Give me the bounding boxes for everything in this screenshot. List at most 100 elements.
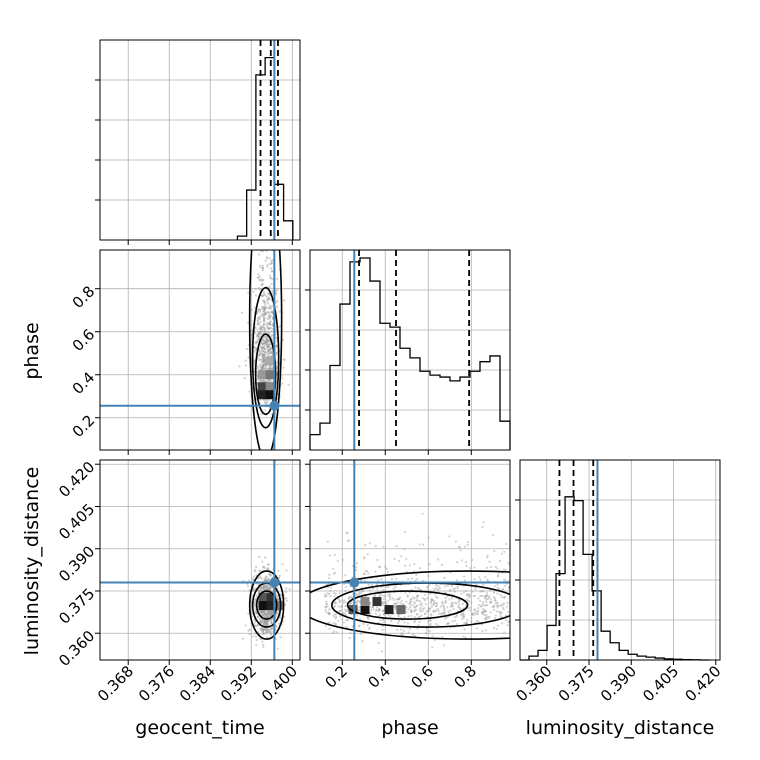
scatter-luminosity-distance-vs-phase-sample-point <box>493 599 496 602</box>
scatter-luminosity-distance-vs-phase-sample-point <box>489 600 492 603</box>
scatter-phase-vs-geocent-time-sample-point <box>287 383 290 386</box>
scatter-luminosity-distance-vs-phase-sample-point <box>365 570 369 573</box>
scatter-phase-vs-geocent-time-sample-point <box>258 288 261 291</box>
scatter-luminosity-distance-vs-phase-sample-point <box>326 602 329 605</box>
scatter-phase-vs-geocent-time-sample-point <box>262 359 265 363</box>
scatter-luminosity-distance-vs-phase-sample-point <box>334 601 338 604</box>
scatter-luminosity-distance-vs-phase-sample-point <box>436 602 439 605</box>
scatter-luminosity-distance-vs-phase-truth-marker <box>349 577 360 588</box>
scatter-luminosity-distance-vs-geocent-time-sample-point <box>263 620 267 623</box>
scatter-luminosity-distance-vs-phase-sample-point <box>420 602 423 605</box>
scatter-luminosity-distance-vs-phase-sample-point <box>441 612 445 615</box>
scatter-luminosity-distance-vs-phase-sample-point <box>473 594 477 597</box>
scatter-phase-vs-geocent-time-sample-point <box>265 295 268 298</box>
scatter-luminosity-distance-vs-phase-sample-point <box>333 601 337 604</box>
scatter-phase-vs-geocent-time-sample-point <box>264 342 267 345</box>
scatter-luminosity-distance-vs-phase-sample-point <box>458 607 462 610</box>
scatter-luminosity-distance-vs-phase-sample-point <box>451 602 454 605</box>
scatter-luminosity-distance-vs-phase-sample-point <box>466 599 469 602</box>
scatter-luminosity-distance-vs-phase-sample-point <box>457 598 461 601</box>
scatter-phase-vs-geocent-time-sample-point <box>256 357 259 360</box>
scatter-luminosity-distance-vs-phase-sample-point <box>324 605 327 609</box>
scatter-phase-vs-geocent-time-points <box>238 250 290 450</box>
scatter-luminosity-distance-vs-geocent-time-sample-point <box>265 616 268 619</box>
scatter-luminosity-distance-vs-phase-sample-point <box>395 602 398 606</box>
scatter-luminosity-distance-vs-geocent-time-sample-point <box>253 600 256 603</box>
scatter-luminosity-distance-vs-phase-sample-point <box>332 622 335 625</box>
scatter-luminosity-distance-vs-phase-sample-point <box>497 574 500 577</box>
scatter-luminosity-distance-vs-phase-sample-point <box>424 603 428 606</box>
scatter-luminosity-distance-vs-phase-sample-point <box>494 602 498 605</box>
scatter-luminosity-distance-vs-phase-sample-point <box>493 584 497 588</box>
scatter-phase-vs-geocent-time-sample-point <box>257 322 261 325</box>
scatter-phase-vs-geocent-time-sample-point <box>266 341 269 345</box>
scatter-luminosity-distance-vs-phase-sample-point <box>382 620 386 624</box>
scatter-phase-vs-geocent-time-sample-point <box>263 367 267 370</box>
scatter-luminosity-distance-vs-phase-sample-point <box>386 599 389 602</box>
scatter-luminosity-distance-vs-phase-sample-point <box>478 599 482 602</box>
scatter-luminosity-distance-vs-phase-sample-point <box>399 628 403 631</box>
scatter-luminosity-distance-vs-phase-sample-point <box>426 610 429 613</box>
scatter-luminosity-distance-vs-phase-sample-point <box>506 610 510 614</box>
scatter-phase-vs-geocent-time-sample-point <box>266 345 269 348</box>
scatter-luminosity-distance-vs-phase-sample-point <box>334 571 337 574</box>
scatter-luminosity-distance-vs-phase-sample-point <box>429 602 432 605</box>
scatter-luminosity-distance-vs-phase-sample-point <box>503 631 506 634</box>
scatter-phase-vs-geocent-time-sample-point <box>257 334 260 337</box>
scatter-phase-vs-geocent-time-sample-point <box>268 262 272 265</box>
scatter-phase-vs-geocent-time-sample-point <box>270 310 273 313</box>
scatter-luminosity-distance-vs-geocent-time-sample-point <box>267 620 270 623</box>
scatter-luminosity-distance-vs-geocent-time-sample-point <box>265 615 268 618</box>
scatter-luminosity-distance-vs-geocent-time-sample-point <box>263 628 266 631</box>
scatter-phase-vs-geocent-time-sample-point <box>257 335 261 338</box>
scatter-luminosity-distance-vs-geocent-time-sample-point <box>266 579 269 582</box>
scatter-phase-vs-geocent-time-panel: 0.2 0.4 0.6 0.8 <box>69 249 301 455</box>
scatter-phase-vs-geocent-time-sample-point <box>267 353 270 356</box>
scatter-luminosity-distance-vs-geocent-time-sample-point <box>258 575 261 578</box>
scatter-luminosity-distance-vs-phase-sample-point <box>496 601 499 605</box>
hist-geocent-time-panel <box>95 39 301 245</box>
scatter-luminosity-distance-vs-geocent-time-sample-point <box>264 620 267 623</box>
scatter-luminosity-distance-vs-phase-sample-point <box>428 619 431 622</box>
scatter-luminosity-distance-vs-phase-sample-point <box>410 608 413 611</box>
scatter-phase-vs-geocent-time-sample-point <box>275 344 278 347</box>
scatter-luminosity-distance-vs-phase-sample-point <box>442 605 445 608</box>
scatter-phase-vs-geocent-time-density-cell <box>265 390 275 400</box>
scatter-luminosity-distance-vs-geocent-time-sample-point <box>279 636 282 639</box>
scatter-luminosity-distance-vs-phase-sample-point <box>396 601 399 604</box>
scatter-luminosity-distance-vs-phase-sample-point <box>408 627 412 630</box>
scatter-luminosity-distance-vs-phase-sample-point <box>409 605 412 609</box>
scatter-phase-vs-geocent-time-sample-point <box>262 339 266 342</box>
scatter-luminosity-distance-vs-geocent-time-sample-point <box>268 609 271 612</box>
scatter-phase-vs-geocent-time-sample-point <box>262 353 265 357</box>
scatter-luminosity-distance-vs-geocent-time-sample-point <box>268 610 272 613</box>
scatter-luminosity-distance-vs-geocent-time-sample-point <box>270 620 273 623</box>
scatter-phase-vs-geocent-time-sample-point <box>240 311 244 315</box>
scatter-luminosity-distance-vs-phase-sample-point <box>416 587 419 590</box>
scatter-luminosity-distance-vs-geocent-time-y-tick-label: 0.420 <box>55 458 98 501</box>
scatter-luminosity-distance-vs-phase-sample-point <box>339 609 343 612</box>
scatter-phase-vs-geocent-time-sample-point <box>258 327 261 330</box>
scatter-luminosity-distance-vs-geocent-time-sample-point <box>262 584 266 588</box>
scatter-phase-vs-geocent-time-sample-point <box>268 339 271 342</box>
scatter-phase-vs-geocent-time-sample-point <box>256 312 259 315</box>
scatter-luminosity-distance-vs-phase-sample-point <box>386 570 390 574</box>
scatter-luminosity-distance-vs-phase-sample-point <box>411 633 415 636</box>
scatter-luminosity-distance-vs-geocent-time-sample-point <box>265 613 269 616</box>
scatter-luminosity-distance-vs-phase-sample-point <box>418 587 421 590</box>
hist-luminosity-distance-step <box>520 496 710 661</box>
scatter-luminosity-distance-vs-phase-sample-point <box>333 591 336 595</box>
scatter-phase-vs-geocent-time-sample-point <box>263 399 266 402</box>
scatter-luminosity-distance-vs-geocent-time-sample-point <box>283 597 287 600</box>
scatter-luminosity-distance-vs-phase-sample-point <box>403 547 406 551</box>
scatter-luminosity-distance-vs-phase-sample-point <box>480 611 483 614</box>
scatter-phase-vs-geocent-time-sample-point <box>261 342 265 345</box>
scatter-luminosity-distance-vs-phase-sample-point <box>413 601 416 604</box>
scatter-luminosity-distance-vs-phase-sample-point <box>324 593 327 596</box>
scatter-luminosity-distance-vs-phase-sample-point <box>416 594 419 597</box>
scatter-luminosity-distance-vs-geocent-time-sample-point <box>268 613 271 616</box>
scatter-luminosity-distance-vs-phase-sample-point <box>403 616 406 619</box>
scatter-luminosity-distance-vs-geocent-time-sample-point <box>265 623 268 626</box>
scatter-phase-vs-geocent-time-sample-point <box>258 315 261 318</box>
scatter-luminosity-distance-vs-phase-sample-point <box>475 619 479 622</box>
